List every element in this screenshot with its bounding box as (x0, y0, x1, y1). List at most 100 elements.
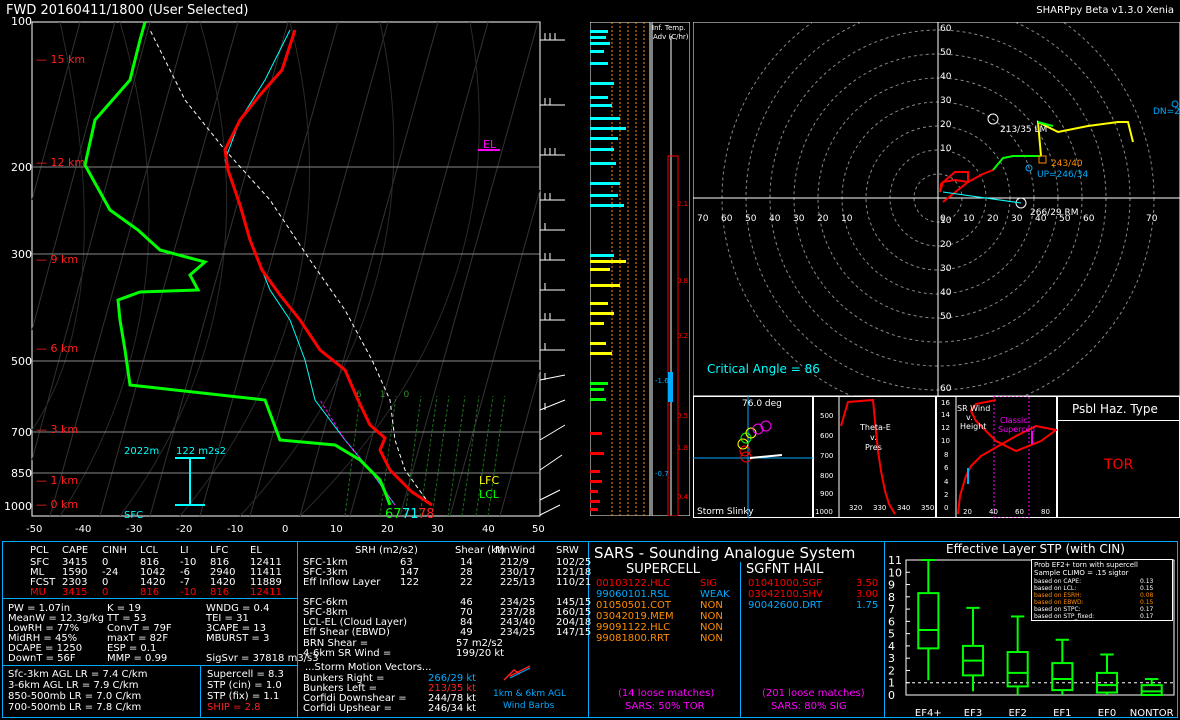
stp-category-label: NONTOR (1130, 708, 1174, 718)
dry-adiabats (31, 21, 480, 517)
wind-speed-bar (590, 268, 610, 271)
stp-legend-label: based on CAPE: (1034, 578, 1082, 585)
kinematic-cell: 234/25 (500, 597, 536, 608)
skewt-panel[interactable] (0, 0, 590, 540)
sars-hail-size: 3.00 (856, 589, 879, 600)
sars-hail-match[interactable]: 03042100.SHV (748, 589, 823, 600)
stp-legend-label: based on LCL: (1034, 585, 1077, 592)
vector-value: 246/34 kt (428, 703, 477, 714)
parcel-cell: 1420 (140, 577, 166, 588)
sr-y-16: 16 (941, 399, 950, 407)
sars-sc-class: NON (700, 622, 723, 633)
sr-x-60: 60 (1015, 508, 1024, 516)
kinematic-cell: 160/15 (556, 607, 592, 618)
hodo-trace-green (992, 155, 1041, 171)
hodo-x-e10: 10 (963, 214, 975, 224)
t-tick-40: 40 (482, 524, 495, 535)
hodo-trace-red (942, 169, 994, 203)
stp-box (1140, 684, 1163, 697)
kinematic-cell: 28 (460, 567, 473, 578)
brn-shear-value: 57 m2/s2 (456, 638, 503, 649)
sars-hail-match[interactable]: 90042600.DRT (748, 600, 823, 611)
kinematic-cell: 147 (400, 567, 420, 578)
storm-slinky-graphic (693, 396, 813, 518)
sars-sc-loose: (14 loose matches) (618, 688, 715, 699)
sars-sc-match[interactable]: 01050501.COT (596, 600, 672, 611)
parcel-cell: -7 (180, 577, 190, 588)
stp-legend-label: based on STPC: (1034, 606, 1081, 613)
t-tick-m50: -50 (26, 524, 43, 535)
brn-shear-label: BRN Shear = (303, 638, 369, 649)
hodo-x-w20: 20 (817, 214, 829, 224)
stp-legend-title-2: Sample CLIMO = .15 sigtor (1034, 569, 1129, 577)
theta-e-title-1: Theta-E (860, 423, 891, 432)
hazard-value: TOR (1104, 457, 1134, 473)
wind-speed-bar (590, 30, 608, 33)
wind-speed-bar (590, 322, 604, 325)
stp-legend-label: based on ESRH: (1034, 592, 1082, 599)
dewpoint-trace (83, 21, 392, 506)
kinematic-cell: SFC-8km (303, 607, 348, 618)
wind-speed-bar (590, 148, 614, 151)
hodo-x-0: 0 (940, 214, 946, 224)
stp-chart-title: Effective Layer STP (with CIN) (946, 542, 1125, 556)
kinematic-cell: 204/18 (556, 617, 592, 628)
wind-speed-bar (590, 127, 626, 130)
parcel-trace (149, 29, 431, 506)
parcel-cell: -6 (180, 567, 190, 578)
hodograph-panel[interactable] (693, 22, 1180, 396)
parcel-cell: 2303 (62, 577, 88, 588)
inflow-depth-label: 2022m (124, 446, 160, 457)
parcel-cell: -10 (180, 587, 197, 598)
sars-sc-match[interactable]: 99081800.RRT (596, 633, 670, 644)
vector-label: Corfidi Downshear = (303, 693, 407, 704)
wind-speed-bar (590, 382, 608, 385)
inf-temp-value-5: 1.8 (677, 444, 689, 452)
kinematic-cell: 110/21 (556, 577, 592, 588)
sars-sc-class: NON (700, 611, 723, 622)
inf-temp-value-4: 0.5 (677, 412, 689, 420)
version-label: SHARPpy Beta v1.3.0 Xenia (1036, 5, 1174, 16)
wind-speed-bar (590, 96, 608, 99)
parcel-cell: 816 (140, 587, 160, 598)
sars-hail-match[interactable]: 01041000.SGF (748, 578, 822, 589)
stp-legend-value: 0.15 (1140, 585, 1154, 592)
wind-speed-bar (590, 388, 604, 391)
thermo-param: maxT = 82F (107, 633, 169, 644)
sars-sc-match[interactable]: 03042019.MEM (596, 611, 674, 622)
sars-supercell-title: SUPERCELL (626, 562, 700, 577)
sars-sc-prob: SARS: 50% TOR (625, 701, 705, 712)
sars-sc-match[interactable]: 99091122.HLC (596, 622, 671, 633)
hodo-rm-label: 266/29 RM (1030, 208, 1079, 218)
sr-wind-title-2: v. (966, 413, 973, 422)
hodo-lm-label: 213/35 LM (1000, 125, 1048, 135)
hodo-mean-label: 243/40 (1051, 159, 1083, 169)
parcel-cell: 12411 (250, 587, 282, 598)
wind-speed-bar (590, 302, 608, 305)
hodo-x-w30: 30 (793, 214, 805, 224)
parcel-cell: -24 (102, 567, 119, 578)
sars-sc-match[interactable]: 00103122.HLC (596, 578, 671, 589)
kinematic-cell: LCL-EL (Cloud Layer) (303, 617, 408, 628)
stp-box (917, 592, 940, 650)
sr-wind-title-3: Height (960, 422, 987, 431)
parcel-cell: MU (30, 587, 46, 598)
stp-legend-value: 0.17 (1140, 613, 1154, 620)
t-tick-m10: -10 (227, 524, 244, 535)
stp-box (1095, 671, 1119, 694)
t-tick-50: 50 (532, 524, 545, 535)
theta-e-y-900: 900 (820, 490, 834, 498)
t-tick-30: 30 (431, 524, 444, 535)
thermo-param: MMP = 0.99 (107, 653, 168, 664)
p-tick-700: 700 (11, 426, 32, 439)
wind-speed-bar (590, 36, 606, 39)
hodo-x-e50: 50 (1059, 214, 1071, 224)
sr-y-12: 12 (941, 424, 950, 432)
wind-speed-bar (590, 500, 600, 503)
thermo-param: MBURST = 3 (206, 633, 270, 644)
h-label-6km: — 6 km (36, 342, 79, 355)
hodo-x-w40: 40 (769, 214, 781, 224)
kinematic-cell: SFC-1km (303, 557, 348, 568)
h-label-3km: — 3 km (36, 423, 79, 436)
sars-sc-match[interactable]: 99060101.RSL (596, 589, 669, 600)
